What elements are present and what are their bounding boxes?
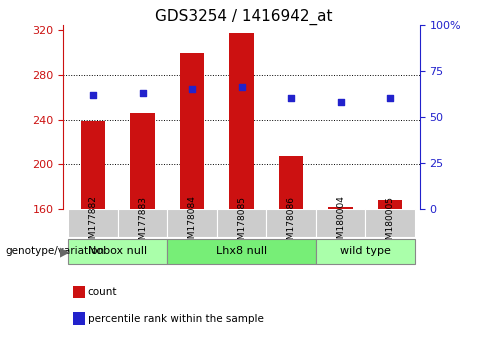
- Point: [287, 96, 295, 101]
- FancyBboxPatch shape: [316, 209, 365, 237]
- Point: [188, 86, 196, 92]
- Bar: [279, 156, 304, 209]
- FancyBboxPatch shape: [68, 209, 118, 237]
- FancyBboxPatch shape: [316, 239, 415, 264]
- Text: Nobox null: Nobox null: [88, 246, 147, 256]
- Bar: [130, 113, 155, 209]
- Text: GDS3254 / 1416942_at: GDS3254 / 1416942_at: [155, 9, 333, 25]
- Bar: [328, 207, 353, 209]
- FancyBboxPatch shape: [266, 209, 316, 237]
- Text: GSM177882: GSM177882: [89, 195, 98, 251]
- Text: wild type: wild type: [340, 246, 391, 256]
- Text: percentile rank within the sample: percentile rank within the sample: [88, 314, 264, 324]
- FancyBboxPatch shape: [118, 209, 167, 237]
- Text: count: count: [88, 287, 117, 297]
- Bar: [81, 121, 105, 209]
- FancyBboxPatch shape: [365, 209, 415, 237]
- Text: GSM180004: GSM180004: [336, 195, 345, 251]
- Point: [139, 90, 146, 96]
- FancyBboxPatch shape: [68, 239, 167, 264]
- Bar: [229, 33, 254, 209]
- Point: [238, 85, 245, 90]
- Text: GSM180005: GSM180005: [386, 195, 394, 251]
- Text: GSM178085: GSM178085: [237, 195, 246, 251]
- Bar: [180, 53, 204, 209]
- Point: [386, 96, 394, 101]
- FancyBboxPatch shape: [167, 239, 316, 264]
- Bar: [378, 200, 403, 209]
- Text: genotype/variation: genotype/variation: [5, 246, 104, 256]
- Text: ▶: ▶: [60, 246, 69, 258]
- FancyBboxPatch shape: [217, 209, 266, 237]
- Point: [337, 99, 345, 105]
- Text: Lhx8 null: Lhx8 null: [216, 246, 267, 256]
- Text: GSM178086: GSM178086: [286, 195, 296, 251]
- FancyBboxPatch shape: [167, 209, 217, 237]
- Text: GSM178084: GSM178084: [187, 195, 197, 251]
- Point: [89, 92, 97, 98]
- Text: GSM177883: GSM177883: [138, 195, 147, 251]
